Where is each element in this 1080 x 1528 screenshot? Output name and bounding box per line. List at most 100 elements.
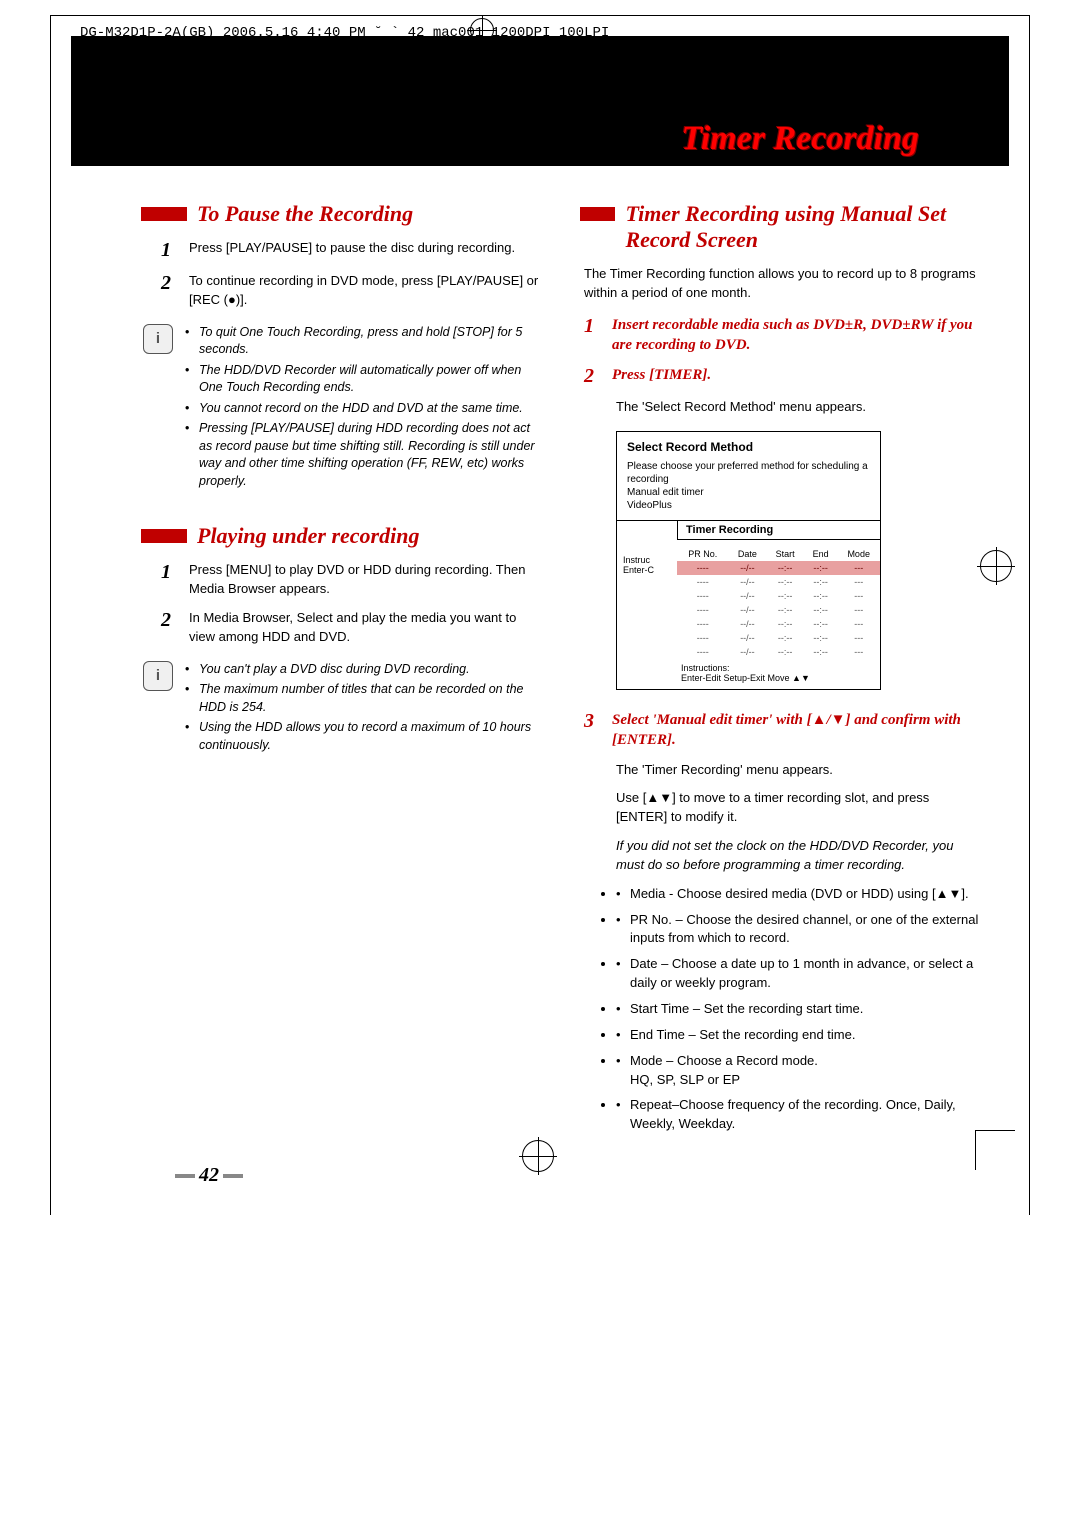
crop-mark-icon <box>980 550 1012 582</box>
table-header: Mode <box>837 547 880 561</box>
table-cell: ---- <box>677 631 729 645</box>
section-title: Playing under recording <box>197 523 419 549</box>
table-cell: --- <box>837 645 880 659</box>
table-cell: ---- <box>677 589 729 603</box>
table-cell: ---- <box>677 575 729 589</box>
table-row: ------/----:----:----- <box>677 603 880 617</box>
option-item: Repeat–Choose frequency of the recording… <box>616 1096 979 1134</box>
note-block: i You can't play a DVD disc during DVD r… <box>143 661 540 758</box>
table-cell: --- <box>837 561 880 575</box>
title-band: Timer Recording <box>71 36 1009 166</box>
list-item: 1 Press [MENU] to play DVD or HDD during… <box>161 561 540 599</box>
crop-mark-icon <box>522 1140 554 1172</box>
section-bar-icon <box>141 207 187 221</box>
table-row: ------/----:----:----- <box>677 645 880 659</box>
table-row: ------/----:----:----- <box>677 561 880 575</box>
section-header-playing: Playing under recording <box>141 523 540 549</box>
table-cell: --:-- <box>766 631 804 645</box>
step-body-text: The 'Timer Recording' menu appears. <box>616 761 979 780</box>
step-note-text: If you did not set the clock on the HDD/… <box>616 837 979 875</box>
note-item: You cannot record on the HDD and DVD at … <box>185 400 540 418</box>
list-item: 1 Insert recordable media such as DVD±R,… <box>580 315 979 356</box>
screen-side-label: Instruc Enter-C <box>623 555 654 575</box>
screen-panel-bottom: Timer Recording Instruc Enter-C PR No. D… <box>616 520 881 690</box>
option-item: Date – Choose a date up to 1 month in ad… <box>616 955 979 993</box>
page-frame: Timer Recording To Pause the Recording 1… <box>50 15 1030 1215</box>
step-heading: Select 'Manual edit timer' with [▲/▼] an… <box>612 710 979 751</box>
timer-table: PR No. Date Start End Mode ------/----:-… <box>677 547 880 659</box>
table-cell: --:-- <box>804 617 837 631</box>
right-column: Timer Recording using Manual Set Record … <box>580 201 979 1141</box>
section-bar-icon <box>141 529 187 543</box>
note-item: Using the HDD allows you to record a max… <box>185 719 540 754</box>
table-cell: --:-- <box>766 575 804 589</box>
note-list: To quit One Touch Recording, press and h… <box>185 324 540 494</box>
table-row: ------/----:----:----- <box>677 631 880 645</box>
crop-mark-corner <box>975 1130 1015 1170</box>
info-icon: i <box>143 661 173 691</box>
table-cell: ---- <box>677 561 729 575</box>
table-cell: --:-- <box>804 575 837 589</box>
section-title: Timer Recording using Manual Set Record … <box>625 201 979 253</box>
table-cell: --- <box>837 589 880 603</box>
table-header: PR No. <box>677 547 729 561</box>
option-item: Mode – Choose a Record mode. HQ, SP, SLP… <box>616 1052 979 1090</box>
step-text: To continue recording in DVD mode, press… <box>189 272 540 310</box>
table-cell: --/-- <box>729 603 767 617</box>
note-block: i To quit One Touch Recording, press and… <box>143 324 540 494</box>
screen-panel-top: Select Record Method Please choose your … <box>616 431 881 521</box>
step-number: 2 <box>584 365 598 388</box>
screen-title: Select Record Method <box>627 440 870 454</box>
step-body-text: Use [▲▼] to move to a timer recording sl… <box>616 789 979 827</box>
pause-step-list: 1 Press [PLAY/PAUSE] to pause the disc d… <box>141 239 540 310</box>
table-cell: --/-- <box>729 631 767 645</box>
table-cell: ---- <box>677 645 729 659</box>
left-column: To Pause the Recording 1 Press [PLAY/PAU… <box>141 201 540 1141</box>
table-row: ------/----:----:----- <box>677 589 880 603</box>
table-cell: --:-- <box>766 617 804 631</box>
table-cell: --/-- <box>729 617 767 631</box>
screen-option: VideoPlus <box>627 499 870 512</box>
table-cell: --/-- <box>729 645 767 659</box>
page-title: Timer Recording <box>681 120 919 158</box>
step-number: 2 <box>161 272 175 295</box>
screen-text: Please choose your preferred method for … <box>627 460 870 486</box>
step-text: In Media Browser, Select and play the me… <box>189 609 540 647</box>
note-item: The HDD/DVD Recorder will automatically … <box>185 362 540 397</box>
section-title: To Pause the Recording <box>197 201 413 227</box>
table-row: ------/----:----:----- <box>677 575 880 589</box>
option-item: Media - Choose desired media (DVD or HDD… <box>616 885 979 904</box>
table-cell: --:-- <box>766 589 804 603</box>
table-cell: --- <box>837 603 880 617</box>
section-header-timer: Timer Recording using Manual Set Record … <box>580 201 979 253</box>
table-row: ------/----:----:----- <box>677 617 880 631</box>
step-heading: Insert recordable media such as DVD±R, D… <box>612 315 979 356</box>
playing-step-list: 1 Press [MENU] to play DVD or HDD during… <box>141 561 540 646</box>
table-header: Start <box>766 547 804 561</box>
table-cell: --:-- <box>766 645 804 659</box>
step-heading: Press [TIMER]. <box>612 365 711 385</box>
screen-tab-label: Timer Recording <box>677 520 881 540</box>
step-number: 3 <box>584 710 598 733</box>
list-item: 2 In Media Browser, Select and play the … <box>161 609 540 647</box>
screen-option: Manual edit timer <box>627 486 870 499</box>
table-cell: --- <box>837 631 880 645</box>
table-cell: --- <box>837 617 880 631</box>
options-list: Media - Choose desired media (DVD or HDD… <box>616 885 979 1134</box>
step-text: Press [PLAY/PAUSE] to pause the disc dur… <box>189 239 515 258</box>
content-area: To Pause the Recording 1 Press [PLAY/PAU… <box>51 166 1029 1161</box>
table-cell: --/-- <box>729 589 767 603</box>
screen-footer: Instructions: Enter-Edit Setup-Exit Move… <box>673 659 880 689</box>
step-text: Press [MENU] to play DVD or HDD during r… <box>189 561 540 599</box>
option-item: End Time – Set the recording end time. <box>616 1026 979 1045</box>
note-list: You can't play a DVD disc during DVD rec… <box>185 661 540 758</box>
table-header: End <box>804 547 837 561</box>
step-number: 1 <box>161 561 175 584</box>
section-bar-icon <box>580 207 615 221</box>
table-cell: --:-- <box>804 561 837 575</box>
note-item: Pressing [PLAY/PAUSE] during HDD recordi… <box>185 420 540 490</box>
table-cell: --- <box>837 575 880 589</box>
step-body-text: The 'Select Record Method' menu appears. <box>616 398 979 417</box>
section-header-pause: To Pause the Recording <box>141 201 540 227</box>
list-item: 1 Press [PLAY/PAUSE] to pause the disc d… <box>161 239 540 262</box>
